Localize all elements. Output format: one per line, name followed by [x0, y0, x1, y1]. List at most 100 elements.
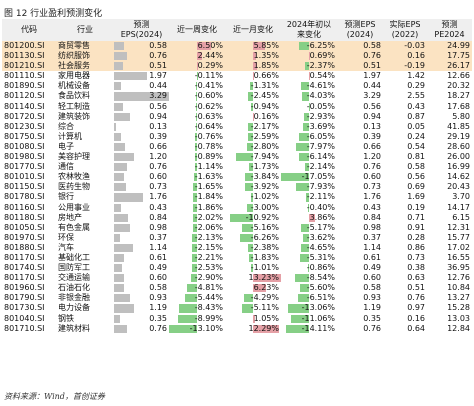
data-bar — [253, 314, 256, 323]
actual-eps-cell: 0.56 — [407, 172, 425, 182]
forecast-eps-cell: 0.56 — [363, 101, 381, 111]
forecast-pe-cell: 15.28 — [447, 303, 470, 313]
table-row: 801960.SI 石油石化 0.58 -4.81% 6.23% -5.60% 0.58 0.… — [2, 283, 472, 293]
bar-value-cell: -7.94% — [225, 152, 281, 162]
industry-code-cell: 801230.SI — [4, 121, 45, 131]
bar-value-cell: -4.81% — [169, 283, 225, 293]
industry-code-cell: 801200.SI — [2, 41, 56, 52]
table-row: 801200.SI 商贸零售 0.58 6.50% 5.85% -6.25% 0.58 -0.… — [2, 41, 472, 52]
bar-value-cell: -5.44% — [169, 293, 225, 303]
bar-value-cell: -1.83% — [249, 252, 279, 263]
bar-value-cell: 0.16% — [253, 111, 279, 121]
industry-name-cell: 银行 — [58, 192, 74, 202]
forecast-eps-cell: 0.93 — [363, 293, 381, 303]
bar-value-cell: -2.80% — [225, 142, 281, 152]
data-bar — [193, 203, 197, 212]
data-bar — [192, 213, 197, 222]
industry-name-cell: 轻工制造 — [58, 101, 90, 111]
table-row: 801880.SI 汽车 1.14 -2.15% -2.38% -4.65% 1.14 0.8… — [2, 243, 472, 253]
data-bar — [196, 72, 198, 81]
forecast-eps-cell: 0.98 — [363, 222, 381, 232]
forecast-eps-cell: 0.94 — [363, 111, 381, 121]
data-bar — [300, 223, 309, 232]
data-bar — [114, 102, 124, 111]
forecast-pe-cell: 17.02 — [447, 242, 470, 252]
forecast-eps-cell: 0.35 — [363, 313, 381, 323]
industry-name-cell: 基础化工 — [58, 252, 90, 262]
forecast-pe-cell: 24.99 — [427, 41, 472, 52]
bar-value-cell: 1.19 — [114, 303, 169, 313]
data-bar — [248, 122, 253, 131]
forecast-pe-cell: 14.62 — [447, 172, 470, 182]
industry-code-cell: 801120.SI — [4, 91, 45, 101]
forecast-pe-cell: 16.99 — [447, 162, 470, 172]
data-bar — [294, 274, 309, 283]
data-bar — [250, 193, 253, 202]
data-bar — [242, 223, 253, 232]
data-bar — [114, 153, 135, 162]
earnings-forecast-table: 代码 行业 预测 EPS(2024) 近一周变化 近一月变化 2024年初以 来变化 预测E… — [2, 19, 472, 334]
industry-name-cell: 有色金属 — [58, 222, 90, 232]
bar-value-cell: -0.62% — [194, 101, 223, 111]
bar-value-cell: 0.61 — [114, 253, 169, 263]
bar-value-cell: -6.25% — [281, 41, 337, 52]
actual-eps-cell: 0.38 — [407, 263, 425, 273]
data-bar — [114, 173, 125, 182]
table-row: 801790.SI 非银金融 0.93 -5.44% -4.29% -6.51% 0.93 0… — [2, 293, 472, 303]
bar-value-cell: 1.85% — [225, 61, 281, 72]
data-bar — [114, 52, 127, 61]
data-bar — [195, 92, 197, 101]
forecast-eps-cell: 0.43 — [363, 202, 381, 212]
forecast-pe-cell: 14.17 — [447, 202, 470, 212]
forecast-pe-cell: 15.77 — [447, 232, 470, 242]
bar-value-cell: -4.65% — [281, 243, 337, 253]
table-row: 801720.SI 建筑装饰 0.94 -0.63% 0.16% -2.93% 0.94 0.… — [2, 112, 472, 122]
forecast-eps-cell: 0.51 — [337, 61, 383, 72]
table-row: 801150.SI 医药生物 0.73 -1.65% -3.92% -7.93% 0.73 0… — [2, 182, 472, 192]
bar-value-cell: 1.35% — [225, 51, 281, 62]
data-bar — [298, 153, 309, 162]
data-bar — [249, 163, 253, 172]
bar-value-cell: -0.60% — [194, 91, 223, 101]
industry-code-cell: 801740.SI — [4, 263, 45, 273]
bar-value-cell: 1.05% — [253, 313, 279, 323]
bar-value-cell: -3.84% — [225, 172, 281, 182]
actual-eps-cell: 0.05 — [407, 121, 425, 131]
bar-value-cell: -4.03% — [281, 91, 337, 101]
bar-value-cell: -11.06% — [281, 314, 337, 324]
table-row: 801710.SI 建筑材料 0.76 -13.10% 12.29% -14.11% 0.7… — [2, 324, 472, 334]
data-bar — [192, 233, 197, 242]
data-bar — [300, 253, 309, 263]
column-header: 预测EPS (2024) — [337, 19, 383, 41]
forecast-pe-cell: 13.27 — [447, 293, 470, 303]
industry-code-cell: 801750.SI — [4, 131, 45, 141]
bar-value-cell: 0.93 — [114, 293, 169, 303]
data-bar — [193, 173, 197, 182]
bar-value-cell: -2.53% — [169, 263, 225, 273]
data-bar — [244, 173, 253, 182]
table-row: 801130.SI 纺织服饰 0.76 2.44% 1.35% 0.69% 0.76 0.16… — [2, 51, 472, 62]
bar-value-cell: -2.11% — [305, 192, 335, 202]
data-bar — [114, 142, 126, 152]
data-bar — [290, 314, 309, 323]
forecast-eps-cell: 0.60 — [363, 273, 381, 283]
forecast-eps-cell: 0.13 — [363, 121, 381, 131]
industry-name-cell: 商贸零售 — [56, 41, 114, 52]
industry-code-cell: 801140.SI — [4, 101, 45, 111]
forecast-eps-cell: 1.14 — [363, 242, 381, 252]
industry-code-cell: 801720.SI — [4, 111, 45, 121]
bar-value-cell: -3.92% — [225, 182, 281, 192]
data-bar — [114, 42, 124, 51]
data-bar — [309, 72, 310, 81]
data-bar — [250, 82, 253, 91]
industry-code-cell: 801170.SI — [4, 252, 45, 262]
bar-value-cell: 0.60 — [114, 273, 169, 283]
actual-eps-cell: 0.43 — [407, 101, 425, 111]
industry-code-cell: 801160.SI — [4, 202, 45, 212]
bar-value-cell: -0.78% — [194, 141, 223, 152]
actual-eps-cell: 0.19 — [407, 202, 425, 212]
data-bar — [246, 203, 253, 212]
bar-value-cell: 0.58 — [114, 283, 169, 293]
actual-eps-cell: 0.64 — [407, 323, 425, 333]
data-bar — [114, 324, 127, 333]
